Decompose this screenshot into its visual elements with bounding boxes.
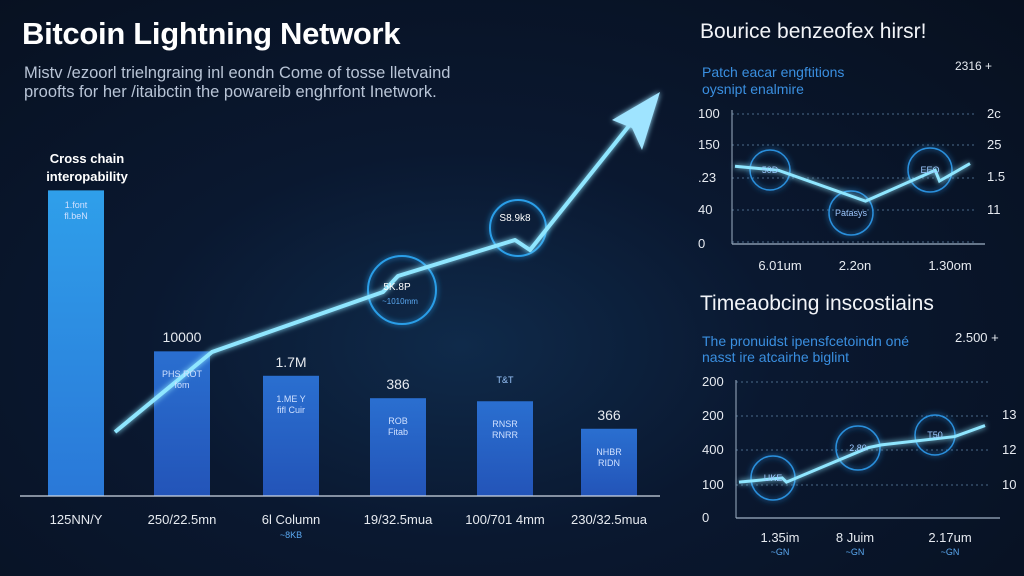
annotation-label: 50D (761, 165, 779, 175)
chart3-subtitle-2: nasst ire atcairhe biglint (702, 349, 850, 365)
y-tick-right: 1.5 (987, 169, 1006, 184)
y-tick-left: 0 (698, 236, 706, 251)
bar-value-label: 1.7M (275, 353, 307, 370)
x-tick-sublabel: ~GN (845, 547, 865, 557)
bar-value-label: 366 (597, 406, 621, 423)
annotation-label: Patasys (834, 208, 868, 218)
subtitle-line-2: proofts for her /itaibctin the powareib … (24, 83, 437, 101)
y-tick-left: 40 (698, 202, 713, 217)
x-tick-label: 6.01um (758, 258, 802, 273)
bar (370, 398, 426, 496)
y-tick-right: 2c (987, 106, 1001, 121)
annotation-label: T50 (927, 430, 943, 440)
y-tick-right: 10 (1002, 477, 1017, 492)
trend-line (113, 110, 642, 434)
y-tick-right: 11 (987, 202, 1001, 217)
y-tick-left: 100 (698, 106, 720, 121)
annotation-label: UKE (763, 473, 783, 483)
bar (477, 401, 533, 496)
chart2-badge: 2316 + (955, 59, 993, 73)
x-tick-label: 2.17um (928, 530, 972, 545)
chart2-title: Bourice benzeofex hirsr! (700, 20, 927, 43)
annotation-label: 5K.8P (383, 282, 411, 293)
annotation-label: S8.9k8 (499, 213, 531, 224)
annotation-circle (835, 425, 881, 471)
y-tick-right: 13 (1002, 407, 1017, 422)
bar-inner-label: 1.ME Y fifl Cuir (276, 393, 306, 415)
y-tick-left: 150 (698, 137, 720, 152)
y-tick-left: 100 (702, 477, 724, 492)
arrow-head-icon (612, 92, 660, 150)
bar (581, 428, 637, 496)
bar-value-label: T&T (496, 375, 514, 386)
annotation-circle (907, 147, 953, 193)
chart3-title: Timeaobcing inscostiains (700, 292, 934, 315)
bar (48, 190, 104, 496)
x-tick-label: 2.2on (838, 258, 872, 273)
bar-inner-label: PHS ROT fom (162, 369, 203, 391)
page-title: Bitcoin Lightning Network (22, 16, 401, 51)
annotation-circle (749, 149, 791, 191)
x-tick-label: 230/32.5mua (571, 512, 647, 527)
bar-inner-label: ROB Fitab (387, 416, 408, 438)
y-tick-left: 400 (702, 442, 724, 457)
x-tick-label: 8 Juim (835, 530, 875, 545)
x-tick-label: 250/22.5mn (147, 512, 217, 527)
y-tick-right: 25 (987, 137, 1002, 152)
series-line (734, 162, 971, 203)
bar-inner-label: 1.font fl.beN (64, 200, 88, 222)
bar-inner-label: NHBR RIDN (596, 446, 622, 468)
bar-inner-label: RNSR RNRR (492, 419, 518, 441)
x-tick-sublabel: ~GN (940, 547, 960, 557)
bar (263, 375, 319, 496)
annotation-label: 2.80 (849, 443, 867, 453)
x-tick-label: 125NN/Y (49, 512, 103, 527)
chart3-badge: 2.500 + (955, 330, 999, 345)
chart2-subtitle-2: oysnipt enalmire (702, 81, 804, 97)
y-tick-right: 12 (1002, 442, 1017, 457)
bar-chart-title: Cross chain interopability (46, 151, 128, 184)
annotation-circle (367, 255, 437, 325)
x-tick-sublabel: ~8KB (279, 530, 303, 540)
x-tick-label: 1.35im (760, 530, 800, 545)
x-tick-label: 19/32.5mua (363, 512, 433, 527)
x-tick-sublabel: ~GN (770, 547, 790, 557)
x-tick-label: 100/701 4mm (465, 512, 545, 527)
chart3-subtitle-1: The pronuidst ipensfcetoindn oné (702, 333, 910, 349)
y-tick-left: 200 (702, 408, 724, 423)
x-tick-label: 1.30om (928, 258, 972, 273)
bar-value-label: 386 (386, 376, 410, 393)
annotation-circle (828, 190, 874, 236)
x-tick-label: 6l Column (261, 512, 321, 527)
y-tick-left: 0 (702, 510, 710, 525)
annotation-label: EEO (920, 165, 940, 175)
subtitle-line-1: Mistv /ezoorl trielngraing inl eondn Com… (24, 64, 451, 82)
annotation-sublabel: ~1010mm (382, 297, 418, 306)
y-tick-left: 200 (702, 374, 724, 389)
series-line (738, 424, 986, 484)
y-tick-left: .23 (698, 170, 717, 185)
chart2-subtitle-1: Patch eacar engftitions (702, 64, 845, 80)
bar-value-label: 10000 (162, 329, 202, 346)
